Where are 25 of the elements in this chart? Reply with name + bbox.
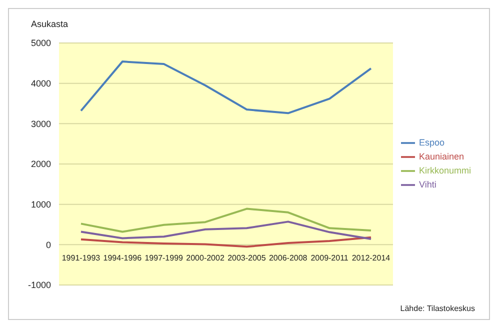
x-tick-label: 2000-2002 bbox=[186, 253, 225, 262]
y-tick-label: 3000 bbox=[30, 118, 51, 129]
x-tick-label: 2012-2014 bbox=[352, 253, 391, 262]
y-tick-label: -1000 bbox=[28, 280, 51, 290]
y-tick-label: 4000 bbox=[30, 78, 51, 89]
x-tick-label: 2009-2011 bbox=[310, 253, 349, 262]
line-series bbox=[80, 220, 372, 240]
y-tick-label: 5000 bbox=[30, 38, 51, 48]
text: Lähde: Tilastokeskus bbox=[400, 304, 475, 313]
legend-label: Kirkkonummi bbox=[418, 165, 471, 176]
legend-label: Kauniainen bbox=[418, 151, 464, 162]
x-tick-label: 1994-1996 bbox=[103, 253, 142, 262]
x-tick-label: 1991-1993 bbox=[62, 253, 101, 262]
y-tick-label: 2000 bbox=[30, 159, 51, 170]
line-series bbox=[80, 208, 372, 233]
y-tick-label: 1000 bbox=[30, 200, 51, 210]
y-tick-label: 0 bbox=[46, 240, 51, 250]
x-tick-label: 1997-1999 bbox=[144, 253, 184, 262]
legend-label: Vihti bbox=[418, 179, 436, 190]
line-series bbox=[80, 60, 372, 114]
line-series bbox=[80, 236, 372, 248]
x-tick-label: 2003-2005 bbox=[228, 253, 266, 262]
legend-label: Espoo bbox=[418, 137, 445, 148]
x-tick-label: 2006-2008 bbox=[269, 253, 308, 262]
y-axis-title: Asukasta bbox=[31, 19, 68, 29]
